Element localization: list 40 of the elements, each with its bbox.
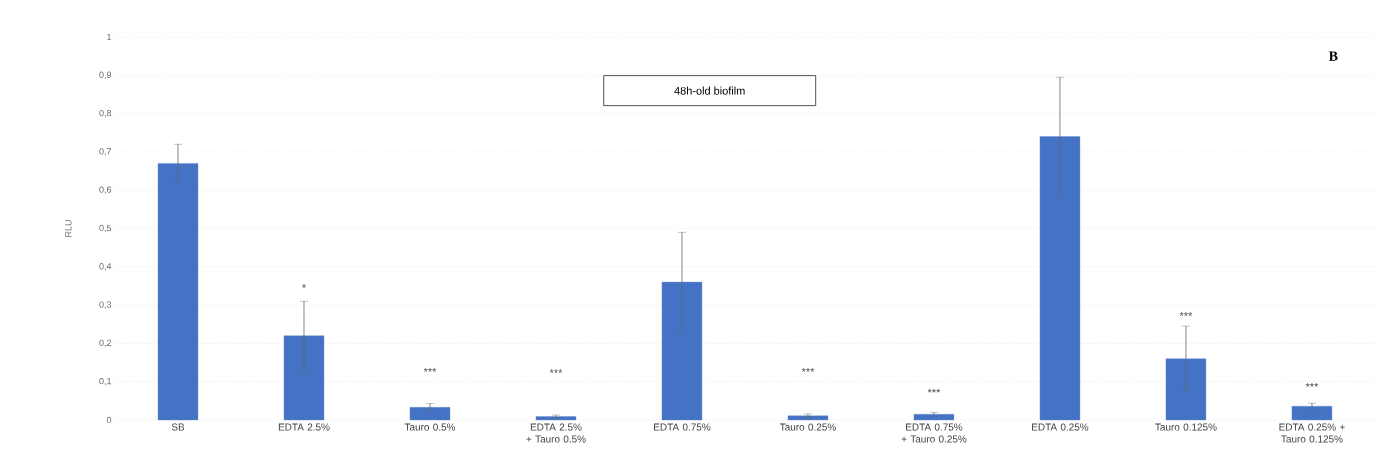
y-tick-label: 0,7 <box>99 148 112 156</box>
annotation: * <box>302 284 306 288</box>
y-tick-label: 0,2 <box>99 339 112 348</box>
y-tick-label: 0,1 <box>99 377 112 386</box>
y-axis-title: RLU <box>65 220 72 237</box>
annotation: *** <box>801 367 815 372</box>
annotation: *** <box>1179 312 1193 316</box>
x-tick-label: EDTA 0.75% + Tauro 0.25% <box>901 423 967 443</box>
bar <box>661 281 703 421</box>
x-tick-label: EDTA 2.5% <box>278 423 330 431</box>
y-tick-label: 0,9 <box>99 71 112 79</box>
y-tick-label: 0,3 <box>99 301 112 309</box>
y-tick-label: 0,8 <box>99 109 112 118</box>
bar <box>535 416 577 421</box>
bar <box>283 335 325 421</box>
annotation: B <box>1328 51 1338 61</box>
x-tick-label: EDTA 0.75% <box>654 423 711 431</box>
x-tick-label: Tauro 0.125% <box>1155 423 1217 431</box>
bar <box>1039 136 1081 421</box>
x-tick-label: EDTA 0.25% + Tauro 0.125% <box>1279 423 1345 443</box>
annotation: 48h-old biofilm <box>674 86 745 95</box>
x-tick-label: EDTA 2.5% + Tauro 0.5% <box>526 423 586 443</box>
annotation: *** <box>423 367 437 372</box>
bar <box>1291 406 1333 421</box>
x-tick-label: SB <box>171 423 185 431</box>
x-tick-label: Tauro 0.5% <box>404 423 456 431</box>
y-tick-label: 0,5 <box>99 224 112 233</box>
x-tick-label: Tauro 0.25% <box>779 423 836 431</box>
y-tick-label: 0,6 <box>99 186 112 194</box>
bar <box>157 163 199 421</box>
y-tick-label: 1 <box>107 33 112 41</box>
y-tick-label: 0 <box>106 416 112 424</box>
annotation: *** <box>927 388 941 393</box>
y-tick-label: 0,4 <box>99 263 112 271</box>
x-tick-label: EDTA 0.25% <box>1032 423 1089 431</box>
annotation: *** <box>1305 382 1319 387</box>
bar <box>409 407 451 421</box>
annotation: *** <box>549 369 563 373</box>
bar <box>913 414 955 421</box>
bar <box>787 415 829 421</box>
